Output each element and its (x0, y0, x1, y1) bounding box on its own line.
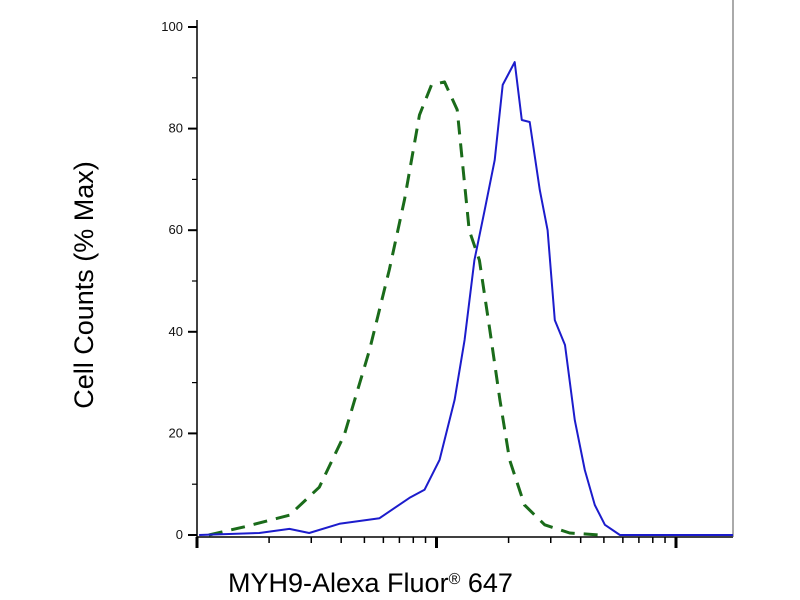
series-line-1 (208, 80, 600, 537)
series-group (199, 61, 733, 537)
series-line-2 (199, 61, 733, 536)
x-axis-label: MYH9-Alexa Fluor® 647 (228, 568, 513, 598)
x-ticks (195, 537, 678, 548)
y-tick-label: 20 (169, 425, 183, 440)
y-tick-label: 0 (176, 527, 183, 542)
y-ticks: 0 20 40 60 80 100 (161, 19, 197, 542)
y-tick-label: 40 (169, 324, 183, 339)
axes (196, 0, 734, 539)
y-tick-label: 80 (169, 121, 183, 136)
y-tick-label: 60 (169, 222, 183, 237)
y-tick-label: 100 (161, 19, 183, 34)
y-axis-label: Cell Counts (% Max) (69, 161, 99, 409)
